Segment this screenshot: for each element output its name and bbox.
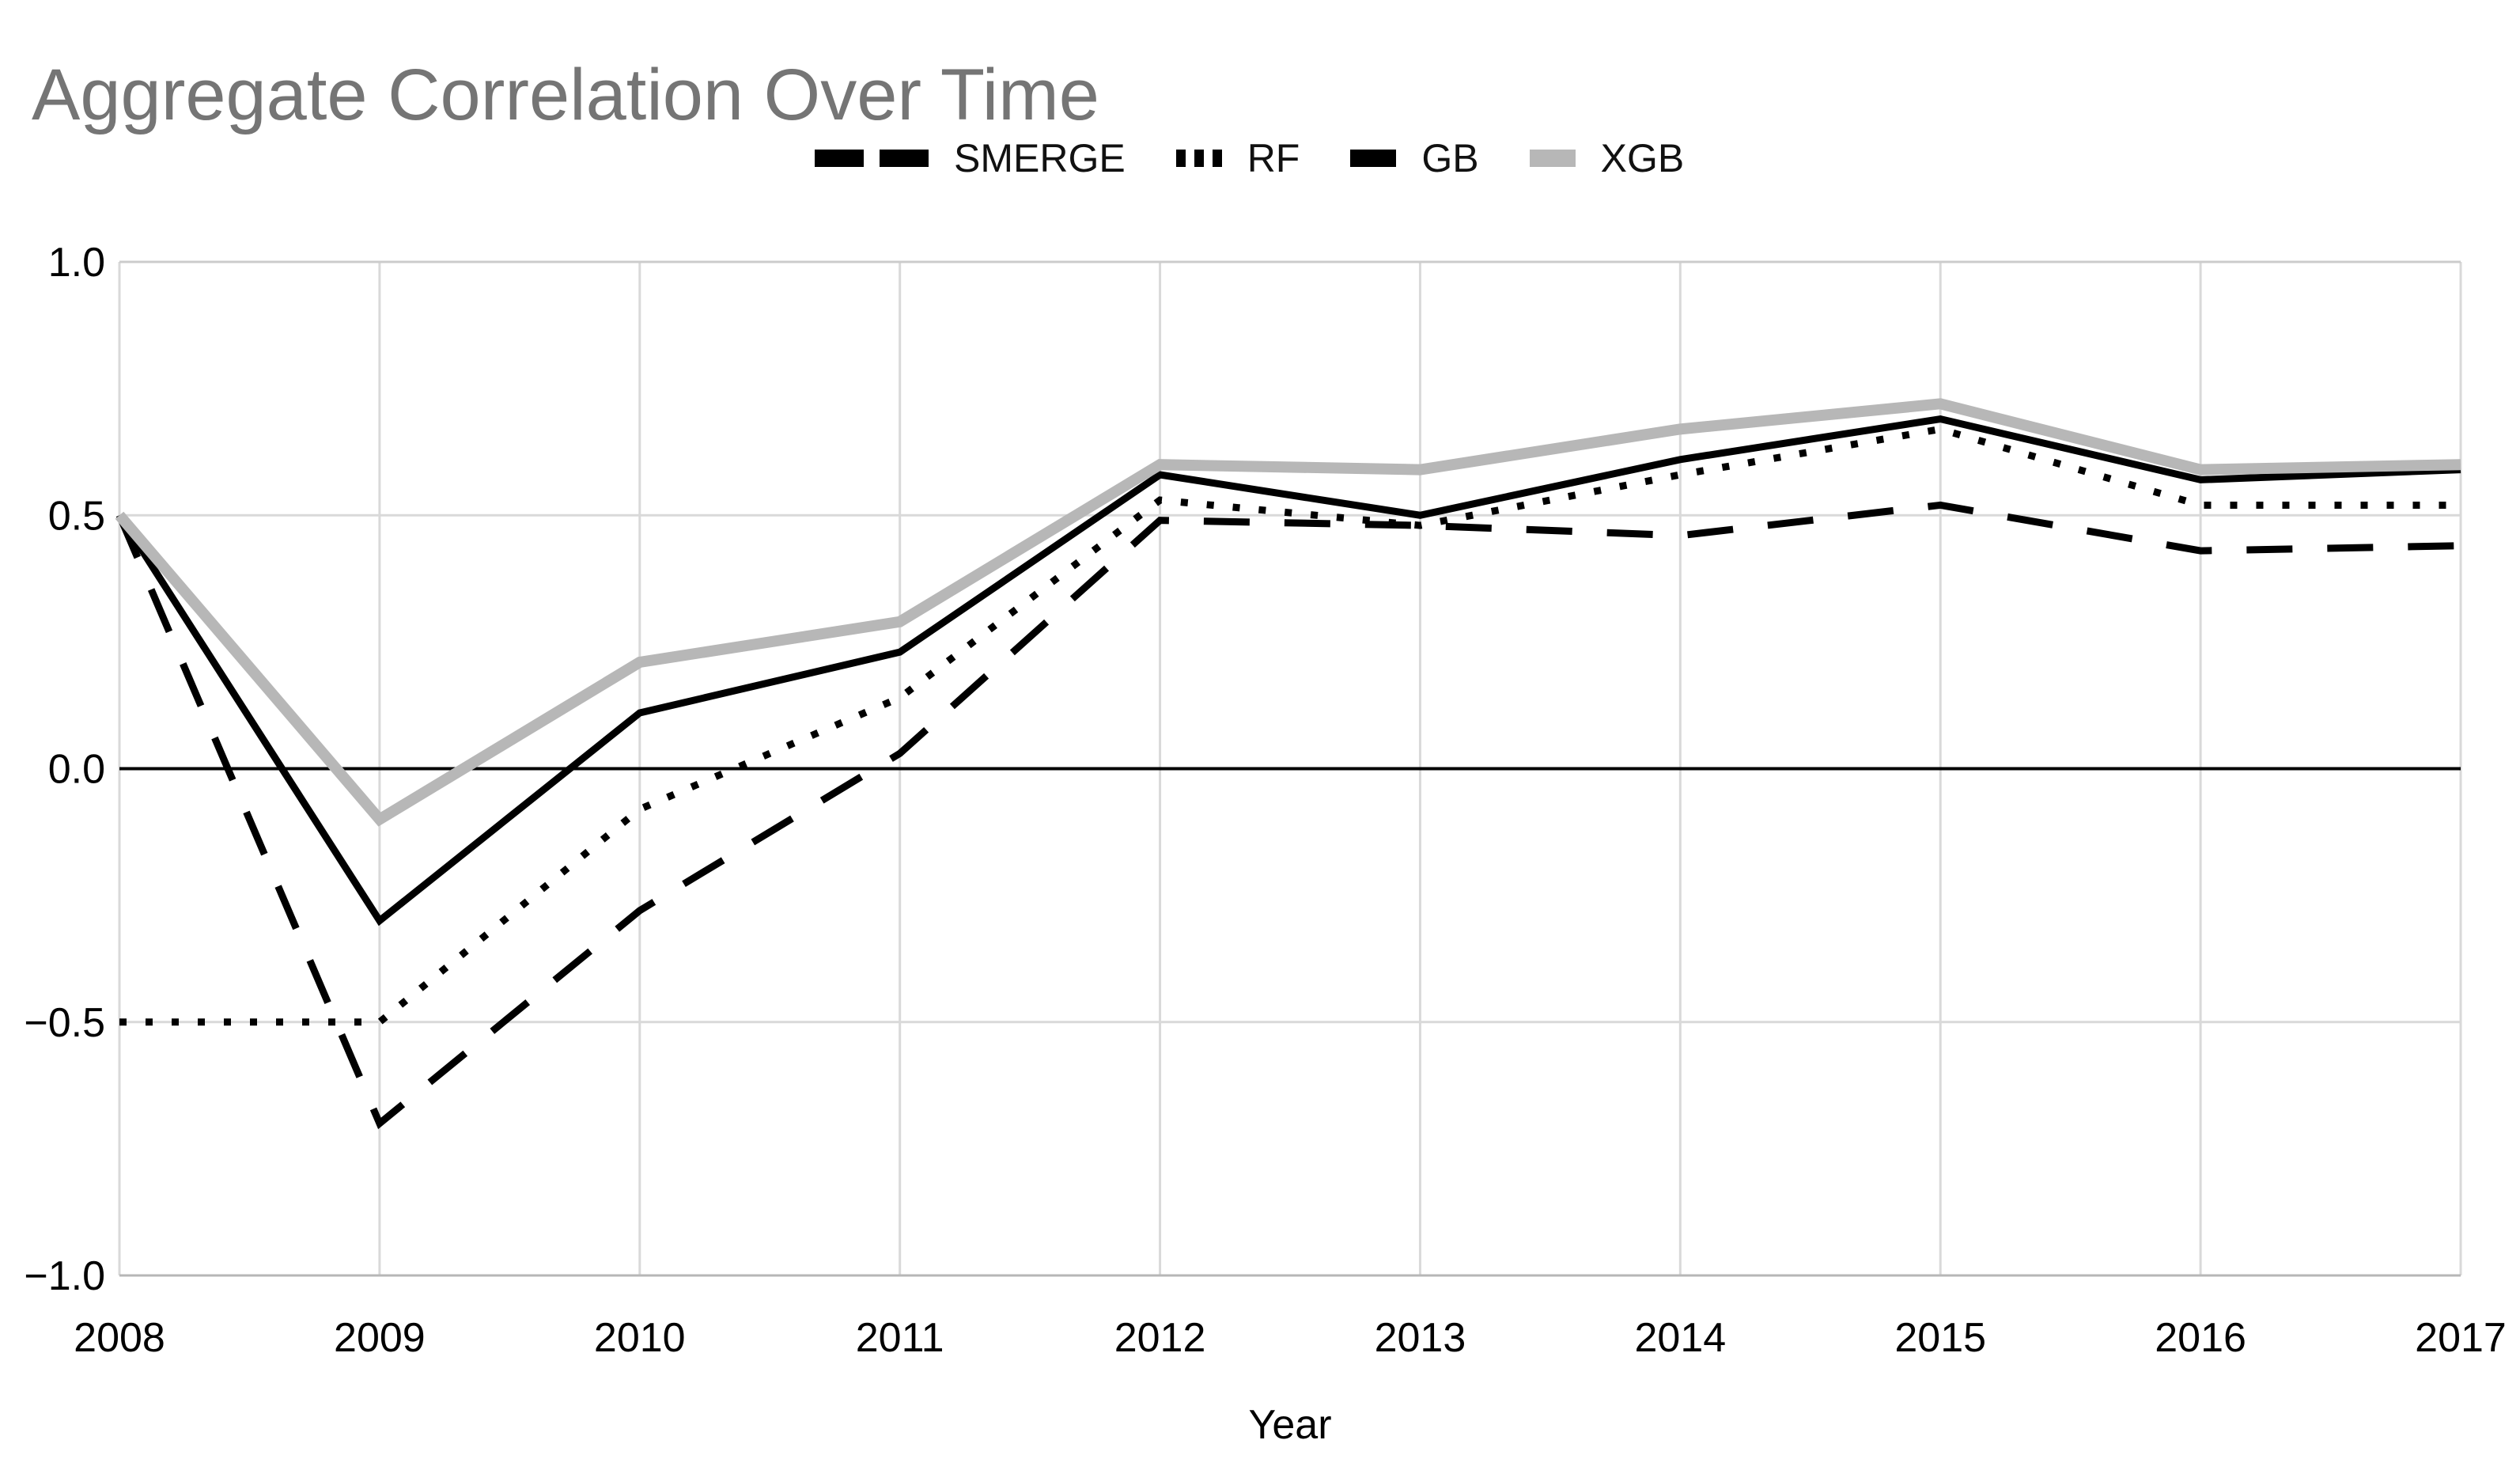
- x-tick-label: 2016: [2155, 1315, 2246, 1361]
- solid-line-swatch-icon: [1529, 150, 1576, 167]
- x-tick-label: 2008: [74, 1315, 165, 1361]
- chart-title: Aggregate Correlation Over Time: [32, 54, 1099, 135]
- x-tick-label: 2011: [856, 1315, 944, 1361]
- legend-label: RF: [1247, 136, 1300, 180]
- series-line-rf: [119, 425, 2461, 1026]
- x-tick-label: 2015: [1894, 1315, 1986, 1361]
- legend-item-rf: RF: [1175, 135, 1300, 181]
- x-tick-label: 2010: [594, 1315, 686, 1361]
- x-tick-label: 2012: [1114, 1315, 1206, 1361]
- solid-line-swatch-icon: [1350, 150, 1397, 167]
- y-tick-label: −1.0: [24, 1253, 105, 1299]
- legend-item-xgb: XGB: [1529, 135, 1685, 181]
- legend-item-smerge: SMERGE: [815, 135, 1126, 181]
- y-tick-label: 0.5: [48, 493, 105, 539]
- x-tick-label: 2017: [2415, 1315, 2507, 1361]
- legend-label: XGB: [1600, 136, 1685, 180]
- dashed-line-swatch-icon: [815, 150, 929, 167]
- legend-label: GB: [1421, 136, 1479, 180]
- x-tick-label: 2014: [1634, 1315, 1726, 1361]
- series-line-xgb: [115, 398, 2461, 827]
- x-tick-label: 2013: [1375, 1315, 1466, 1361]
- x-tick-label: 2009: [334, 1315, 426, 1361]
- legend-item-gb: GB: [1350, 135, 1479, 181]
- legend-label: SMERGE: [954, 136, 1126, 180]
- series-line-smerge: [115, 501, 2461, 1130]
- series-line-gb: [116, 415, 2461, 927]
- y-tick-label: 1.0: [48, 240, 105, 286]
- x-axis-title: Year: [1248, 1402, 1331, 1448]
- chart-legend: SMERGE RF GB XGB: [815, 133, 1684, 184]
- y-tick-label: −0.5: [24, 1000, 105, 1046]
- y-tick-label: 0.0: [48, 747, 105, 793]
- dotted-line-swatch-icon: [1175, 150, 1222, 167]
